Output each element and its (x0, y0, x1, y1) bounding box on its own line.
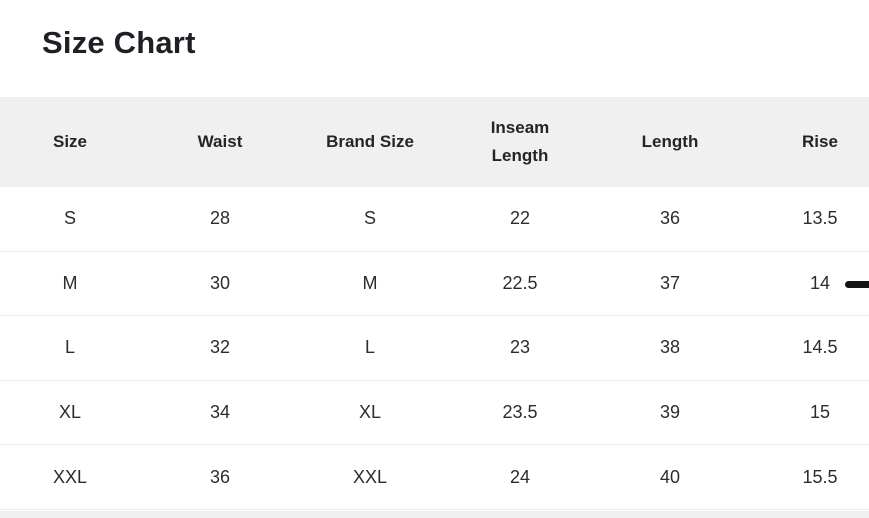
cell-brand-size: XXL (352, 466, 388, 487)
table-body: S 28 S 22 36 13.5 M 30 M 22.5 37 14 L 32 L 23 38 14.5 XL 34… (0, 187, 869, 510)
cell-waist: 36 (209, 466, 231, 487)
cell-length: 39 (659, 402, 681, 423)
horizontal-scroll-indicator[interactable] (845, 281, 869, 288)
cell-rise: 15.5 (802, 466, 838, 487)
cell-size: XL (58, 402, 82, 423)
cell-waist: 32 (209, 337, 231, 358)
next-section-header-edge (0, 511, 869, 518)
cell-rise: 15 (809, 402, 831, 423)
cell-brand-size: L (364, 337, 375, 358)
cell-size: XXL (52, 466, 88, 487)
size-chart-table: Size Waist Brand Size Inseam Length Leng… (0, 97, 869, 511)
cell-inseam-length: 23 (509, 337, 531, 358)
size-chart-table-inner: Size Waist Brand Size Inseam Length Leng… (0, 97, 869, 510)
cell-inseam-length: 24 (509, 466, 531, 487)
column-header-waist: Waist (197, 131, 243, 151)
cell-size: L (64, 337, 75, 358)
cell-brand-size: XL (358, 402, 382, 423)
table-row: XXL 36 XXL 24 40 15.5 (0, 445, 869, 510)
table-header-row: Size Waist Brand Size Inseam Length Leng… (0, 97, 869, 187)
column-header-inseam-length: Inseam Length (490, 117, 550, 165)
cell-waist: 34 (209, 402, 231, 423)
cell-rise: 14.5 (802, 337, 838, 358)
cell-length: 37 (659, 272, 681, 293)
cell-length: 40 (659, 466, 681, 487)
cell-rise: 14 (809, 272, 831, 293)
cell-waist: 28 (209, 208, 231, 229)
column-header-rise: Rise (802, 131, 838, 151)
cell-inseam-length: 22.5 (502, 272, 538, 293)
column-header-length: Length (641, 131, 699, 151)
cell-inseam-length: 22 (509, 208, 531, 229)
cell-length: 38 (659, 337, 681, 358)
table-row: L 32 L 23 38 14.5 (0, 316, 869, 381)
cell-inseam-length: 23.5 (502, 402, 538, 423)
table-row: XL 34 XL 23.5 39 15 (0, 381, 869, 446)
column-header-brand-size: Brand Size (326, 131, 414, 151)
cell-rise: 13.5 (802, 208, 838, 229)
table-row: M 30 M 22.5 37 14 (0, 252, 869, 317)
page-title: Size Chart (42, 25, 196, 60)
cell-waist: 30 (209, 272, 231, 293)
table-row: S 28 S 22 36 13.5 (0, 187, 869, 252)
cell-brand-size: S (363, 208, 376, 229)
cell-brand-size: M (362, 272, 378, 293)
column-header-size: Size (52, 131, 88, 151)
cell-size: S (63, 208, 76, 229)
cell-length: 36 (659, 208, 681, 229)
cell-size: M (62, 272, 78, 293)
